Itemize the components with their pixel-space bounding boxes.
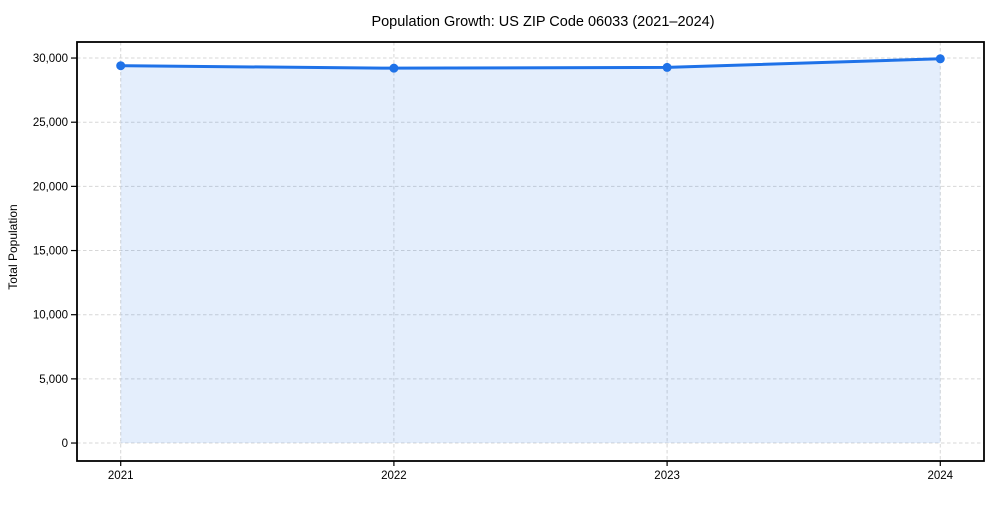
series-layer xyxy=(116,54,945,444)
plot-border xyxy=(76,41,985,462)
data-point-marker xyxy=(389,63,399,73)
y-tick-label: 25,000 xyxy=(33,117,68,129)
y-tick-label: 5,000 xyxy=(39,374,68,386)
y-tick-label: 10,000 xyxy=(33,310,68,322)
y-axis-label: Total Population xyxy=(6,204,20,289)
data-point-marker xyxy=(116,61,126,71)
y-tick-label: 30,000 xyxy=(33,53,68,65)
x-tick-label: 2021 xyxy=(108,470,134,482)
x-tick-label: 2024 xyxy=(927,470,953,482)
trend-line xyxy=(119,57,942,70)
y-tick-label: 0 xyxy=(62,438,68,450)
area-fill xyxy=(120,58,941,444)
x-tick-label: 2022 xyxy=(381,470,407,482)
chart-title: Population Growth: US ZIP Code 06033 (20… xyxy=(371,14,714,30)
x-tick-label: 2023 xyxy=(654,470,680,482)
grid-layer xyxy=(77,42,984,461)
data-point-marker xyxy=(935,54,945,64)
data-point-marker xyxy=(662,62,672,72)
y-tick-label: 15,000 xyxy=(33,246,68,258)
y-tick-label: 20,000 xyxy=(33,181,68,193)
axes-layer: 0 5,000 10,000 15,000 20,000 25,000 30,000 2021… xyxy=(33,41,985,482)
